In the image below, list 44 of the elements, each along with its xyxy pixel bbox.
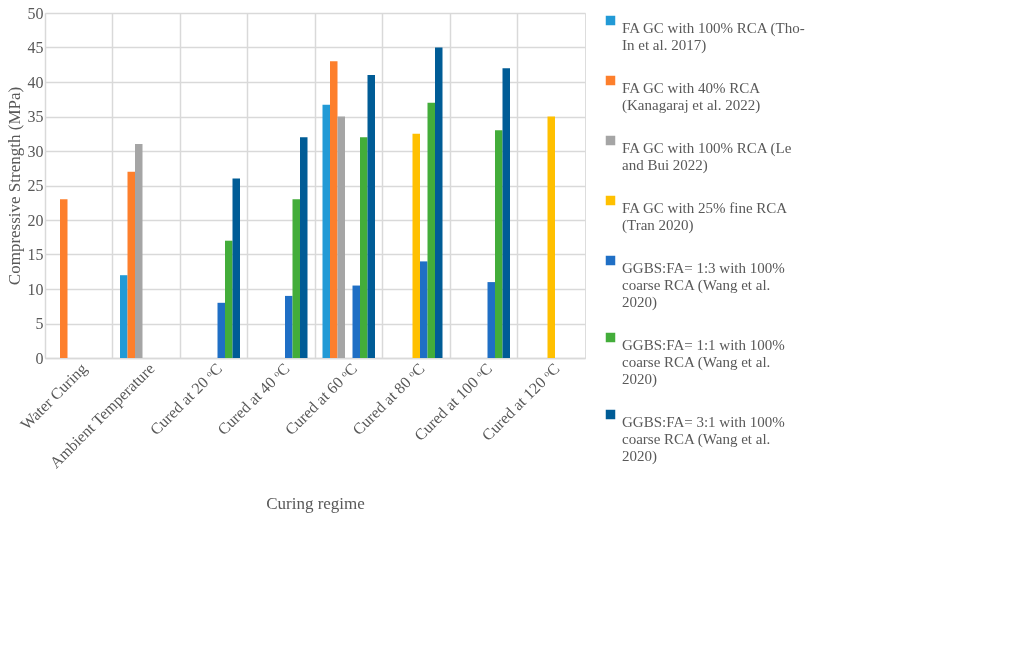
legend-label: FA GC with 25% fine RCA (Tran 2020) (622, 199, 788, 234)
y-tick-label: 20 (27, 211, 44, 229)
bar (217, 302, 225, 358)
y-axis-title: Compressive Strength (MPa) (4, 86, 24, 286)
bar (367, 75, 375, 358)
y-tick-label: 25 (27, 177, 44, 194)
y-tick-label: 35 (27, 108, 44, 125)
y-tick-label: 15 (27, 246, 44, 263)
y-tick-label: 45 (27, 39, 44, 56)
bar (322, 104, 330, 358)
bar (225, 240, 233, 358)
y-tick-label: 40 (27, 73, 44, 91)
bar (502, 68, 510, 358)
legend-label: FA GC with 100% RCA (Le and Bui 2022) (622, 139, 792, 174)
bar (135, 144, 143, 358)
bar (285, 295, 293, 358)
bar (292, 199, 300, 358)
bar (60, 199, 68, 358)
legend-label: FA GC with 40% RCA (Kanagaraj et al. 2022) (622, 79, 761, 114)
y-tick-label: 5 (35, 315, 44, 332)
bar (435, 47, 443, 358)
bar (412, 133, 420, 358)
bar (232, 178, 240, 358)
x-axis-title: Curing regime (266, 494, 365, 514)
bar (547, 116, 555, 358)
y-tick-label: 0 (35, 349, 44, 367)
legend-label: GGBS:FA= 3:1 with 100% coarse RCA (Wang et al. 2020) (622, 413, 785, 465)
bar (427, 102, 435, 358)
bar (495, 130, 503, 358)
bar (300, 137, 308, 358)
bar (337, 116, 345, 358)
legend-label: GGBS:FA= 1:3 with 100% coarse RCA (Wang et al. 2020) (622, 259, 785, 311)
bar (360, 137, 368, 358)
bar (330, 61, 338, 358)
y-tick-label: 30 (27, 142, 44, 160)
bar (420, 261, 428, 358)
y-tick-label: 50 (27, 4, 44, 22)
bar (120, 275, 128, 358)
bar (487, 282, 495, 358)
legend-label: GGBS:FA= 1:1 with 100% coarse RCA (Wang et al. 2020) (622, 336, 785, 388)
legend-label: FA GC with 100% RCA (Tho-In et al. 2017) (622, 19, 805, 54)
bar (127, 171, 135, 358)
y-tick-label: 10 (27, 280, 44, 298)
bar (352, 285, 360, 358)
